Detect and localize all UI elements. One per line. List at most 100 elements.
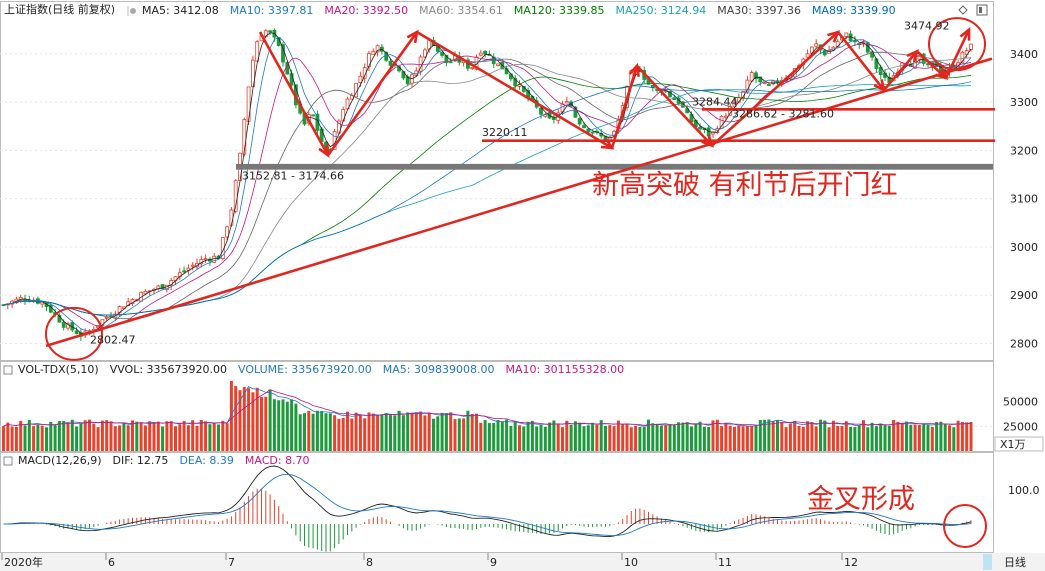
candle-body — [483, 50, 488, 55]
volume-bar — [70, 419, 74, 451]
volume-bar — [625, 424, 629, 451]
volume-bar — [23, 425, 27, 451]
volume-bar — [797, 425, 801, 451]
diamond-icon[interactable] — [958, 5, 968, 15]
macd-panel — [3, 465, 972, 552]
volume-bar — [453, 419, 457, 451]
price-annotation: 3474.92 — [904, 20, 950, 33]
volume-bar — [500, 421, 504, 451]
volume-bar — [883, 425, 887, 451]
volume-bar — [823, 420, 827, 451]
volume-ma-line — [3, 385, 972, 427]
volume-bar — [79, 423, 83, 451]
volume-bar — [492, 422, 496, 451]
candle-body — [513, 78, 518, 86]
maximize-inner-icon — [979, 7, 982, 13]
volume-bar — [608, 425, 612, 451]
volume-bar — [427, 412, 431, 451]
golden-cross-annotation: 金叉形成 — [807, 484, 915, 515]
volume-bar — [53, 425, 57, 451]
volume-bar — [728, 425, 732, 451]
volume-bar — [565, 420, 569, 451]
volume-bar — [664, 425, 668, 451]
volume-bar — [315, 410, 319, 451]
candle-body — [388, 60, 393, 66]
volume-bar — [810, 422, 814, 451]
volume-bar — [337, 418, 341, 451]
candle-body — [100, 319, 105, 327]
candle-body — [203, 258, 208, 261]
volume-bar — [462, 418, 466, 451]
volume-bar — [57, 420, 61, 451]
volume-bar — [849, 426, 853, 451]
volume-bar — [548, 422, 552, 451]
gap-band — [236, 163, 993, 170]
volume-bar — [45, 427, 48, 451]
volume-bar — [36, 425, 40, 451]
volume-bar — [6, 422, 10, 451]
volume-bar — [92, 423, 96, 451]
volume-bar — [694, 424, 698, 451]
volume-bar — [281, 399, 285, 451]
candle-body — [444, 54, 449, 63]
collapse-icon[interactable] — [3, 456, 13, 466]
axes: 2800 2900 3000 3100 3200 3300 3400 50000 25000 X1… — [994, 48, 1044, 497]
volume-bar — [333, 415, 337, 451]
volume-bar — [518, 425, 521, 451]
candle-body — [582, 125, 586, 129]
volume-bar — [100, 420, 104, 451]
candle-body — [577, 118, 582, 125]
headline-annotation: 新高突破 有利节后开门红 — [592, 170, 898, 201]
candle-body — [440, 51, 445, 56]
volume-bar — [578, 422, 582, 451]
volume-bar — [896, 421, 900, 451]
price-tick-label: 2800 — [1010, 338, 1038, 351]
volume-bar — [707, 426, 711, 451]
x-tick-label: 6 — [108, 556, 115, 569]
period-tab[interactable]: 日线 — [1004, 555, 1026, 569]
volume-bar — [143, 425, 147, 451]
scroll-handle[interactable] — [983, 554, 992, 570]
volume-bar — [939, 421, 943, 451]
volume-bar — [174, 426, 177, 451]
volume-bar — [681, 422, 685, 451]
volume-bar — [182, 421, 186, 451]
price-annotation: 3284.44 — [692, 95, 738, 108]
price-annotation: 3220.11 — [482, 126, 528, 139]
volume-bar — [922, 423, 926, 451]
volume-bar — [178, 424, 182, 451]
collapse-icon[interactable] — [3, 365, 13, 375]
toolbar-icons — [958, 4, 988, 16]
volume-bar — [711, 420, 715, 451]
volume-bar — [247, 388, 251, 451]
volume-bar — [363, 418, 367, 451]
volume-bar — [793, 420, 797, 451]
x-tick-label: 12 — [844, 556, 858, 569]
trend-arrowhead — [701, 134, 715, 148]
volume-bar — [122, 423, 126, 451]
volume-bar — [784, 427, 788, 451]
candle-body — [422, 49, 427, 58]
trend-arrowhead — [406, 29, 419, 44]
frames — [0, 1, 994, 553]
volume-bar — [242, 387, 246, 451]
candle-body — [724, 115, 728, 118]
volume-bar — [191, 420, 195, 451]
volume-bar — [290, 399, 294, 451]
main-uptrend-line — [45, 57, 993, 348]
volume-bar — [638, 427, 642, 451]
volume-bar — [126, 425, 130, 451]
price-tick-label: 3400 — [1010, 48, 1038, 61]
volume-bar — [900, 423, 904, 451]
candle-body — [822, 50, 827, 56]
volume-bar — [2, 426, 5, 451]
candle-body — [358, 75, 363, 84]
volume-bar — [530, 420, 534, 451]
volume-bar — [49, 421, 53, 451]
volume-bar — [414, 412, 418, 451]
maximize-icon[interactable] — [976, 4, 988, 16]
volume-bar — [591, 422, 595, 451]
x-tick-label: 9 — [490, 556, 497, 569]
candle-body — [853, 40, 857, 43]
trend-arrowhead — [935, 67, 949, 80]
